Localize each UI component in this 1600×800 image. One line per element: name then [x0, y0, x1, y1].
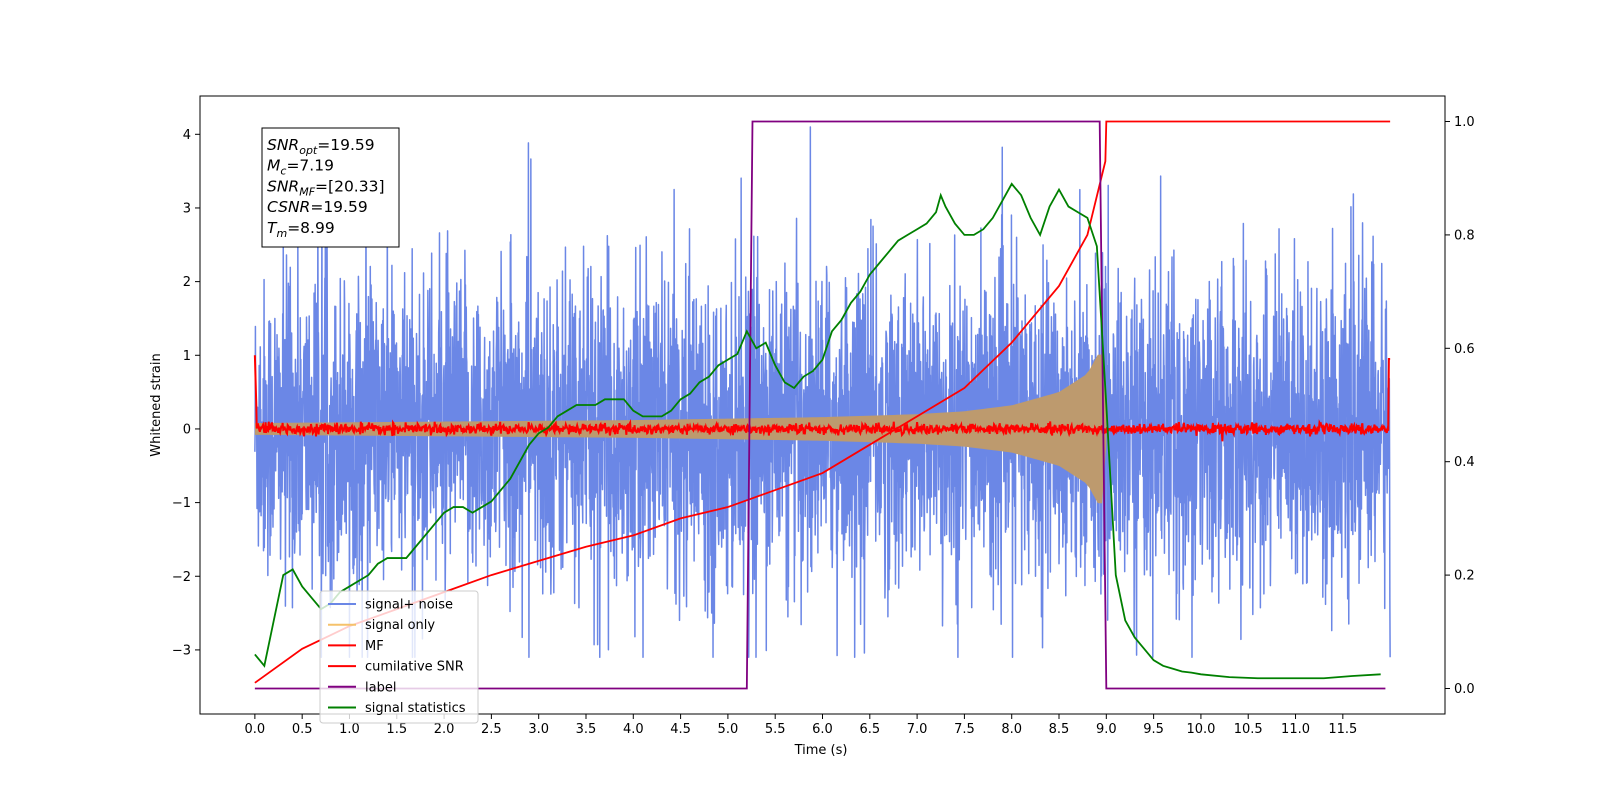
legend-label: MF	[365, 639, 384, 654]
x-tick-label: 1.5	[386, 722, 407, 737]
y-left-tick-label: 1	[183, 349, 191, 364]
info-box-line: SNRopt=19.59	[267, 136, 375, 157]
x-tick-label: 3.5	[576, 722, 597, 737]
y-left-tick-label: 0	[183, 422, 191, 437]
info-box-frame	[261, 127, 400, 248]
x-tick-label: 2.5	[481, 722, 502, 737]
signal-noise-line	[254, 126, 1391, 659]
x-tick-label: 2.0	[434, 722, 455, 737]
y-left-tick-label: 2	[183, 275, 191, 290]
legend-label: signal only	[365, 618, 435, 633]
x-tick-label: 10.0	[1186, 722, 1215, 737]
y-axis-left: 4 3 2 1 0 −1 −2 −3	[172, 128, 200, 658]
x-tick-label: 6.0	[812, 722, 833, 737]
y-left-tick-label: −1	[172, 496, 191, 511]
x-tick-label: 5.0	[718, 722, 739, 737]
x-tick-label: 0.5	[292, 722, 313, 737]
x-tick-label: 6.5	[859, 722, 880, 737]
x-tick-label: 0.0	[245, 722, 266, 737]
x-tick-label: 3.0	[528, 722, 549, 737]
y-axis-right: 1.0 0.8 0.6 0.4 0.2 0.0	[1445, 115, 1475, 697]
x-tick-label: 1.0	[339, 722, 360, 737]
y-left-tick-label: 3	[183, 201, 191, 216]
x-tick-label: 5.5	[765, 722, 786, 737]
x-tick-label: 7.5	[954, 722, 975, 737]
y-left-tick-label: −2	[172, 570, 191, 585]
y-right-tick-label: 0.6	[1454, 342, 1475, 357]
label-line	[254, 120, 1386, 690]
y-right-tick-label: 0.8	[1454, 228, 1475, 243]
x-tick-label: 9.5	[1143, 722, 1164, 737]
signal-only-fill	[254, 354, 1107, 504]
x-tick-label: 4.0	[623, 722, 644, 737]
legend-frame	[319, 590, 479, 724]
legend-label: label	[365, 680, 396, 695]
x-axis-label: Time (s)	[794, 743, 848, 758]
info-box-line: Tm=8.99	[267, 219, 335, 240]
y-right-tick-label: 1.0	[1454, 115, 1475, 130]
x-tick-label: 8.5	[1049, 722, 1070, 737]
mf-line	[253, 355, 1391, 442]
y-right-tick-label: 0.2	[1454, 569, 1475, 584]
x-axis: 0.0 0.5 1.0 1.5 2.0 2.5 3.0 3.5 4.0 4.5 5.0 5.5 6.0 6…	[245, 714, 1357, 737]
info-box-line: Mc=7.19	[267, 157, 334, 178]
legend-label: signal statistics	[365, 701, 466, 716]
y-right-tick-label: 0.4	[1454, 455, 1475, 470]
legend-label: signal+ noise	[365, 598, 453, 613]
legend: signal+ noise signal only MF cumilative SNR…	[319, 590, 479, 724]
x-tick-label: 9.0	[1096, 722, 1117, 737]
y-axis-label: Whitened strain	[149, 353, 164, 456]
x-tick-label: 11.0	[1281, 722, 1310, 737]
x-tick-label: 10.5	[1234, 722, 1263, 737]
info-box-line: CSNR=19.59	[267, 198, 368, 216]
x-tick-label: 7.0	[907, 722, 928, 737]
info-box: SNRopt=19.59Mc=7.19SNRMF=[20.33]CSNR=19.…	[261, 127, 400, 248]
x-tick-label: 8.0	[1001, 722, 1022, 737]
y-left-tick-label: 4	[183, 128, 191, 143]
info-box-line: SNRMF=[20.33]	[267, 177, 385, 198]
y-right-tick-label: 0.0	[1454, 682, 1475, 697]
signal-statistics-line	[254, 182, 1381, 680]
x-tick-label: 11.5	[1328, 722, 1357, 737]
y-left-tick-label: −3	[172, 643, 191, 658]
x-tick-label: 4.5	[670, 722, 691, 737]
legend-label: cumilative SNR	[365, 660, 464, 675]
